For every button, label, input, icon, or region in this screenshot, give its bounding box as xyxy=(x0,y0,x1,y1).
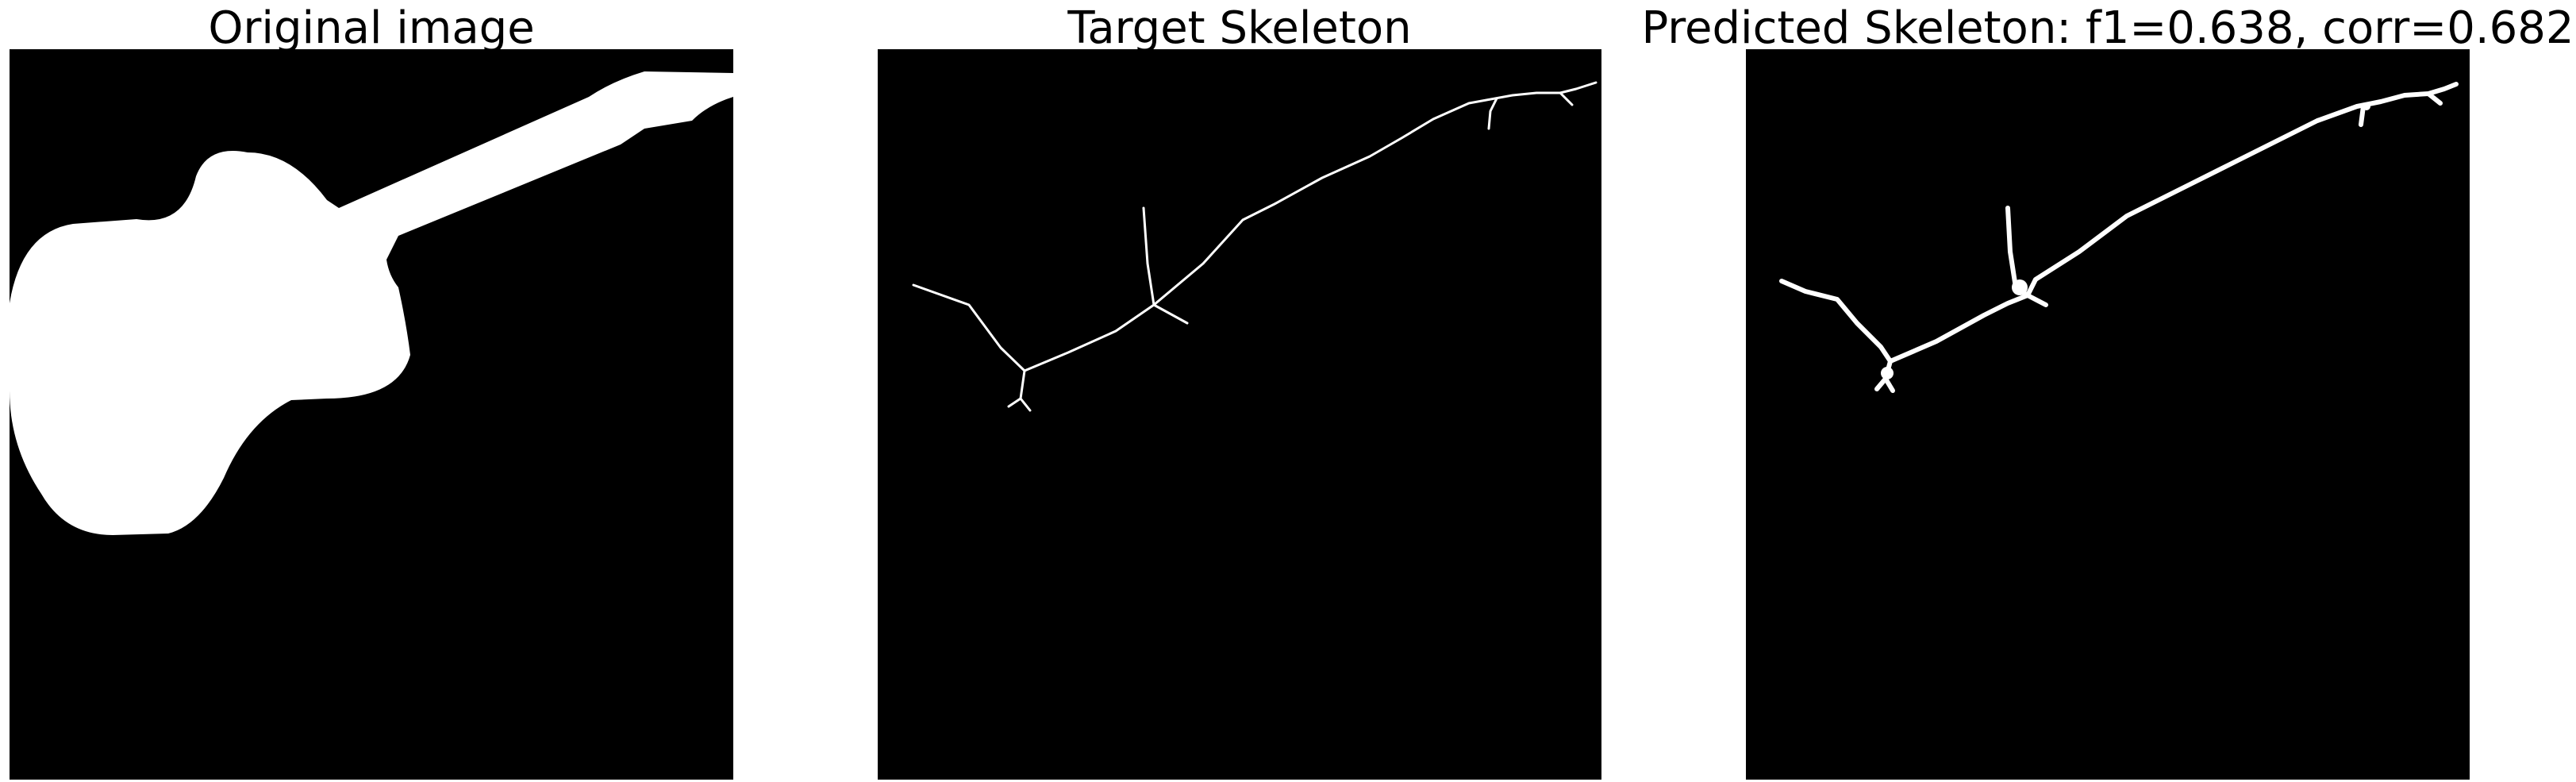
predicted-skeleton-panel: Predicted Skeleton: f1=0.638, corr=0.682 xyxy=(1641,6,2574,781)
predicted-skeleton-lines xyxy=(1779,82,2459,393)
target-skeleton-canvas xyxy=(878,49,1601,780)
target-skeleton-panel: Target Skeleton xyxy=(878,6,1601,781)
original-image-title: Original image xyxy=(208,2,535,54)
target-skeleton-title: Target Skeleton xyxy=(1067,2,1412,54)
original-image-panel: Original image xyxy=(10,6,733,781)
target-skeleton-lines xyxy=(912,81,1598,412)
predicted-blobs xyxy=(1881,102,2370,379)
predicted-skeleton-title: Predicted Skeleton: f1=0.638, corr=0.682 xyxy=(1641,2,2574,54)
original-image-canvas xyxy=(10,49,733,780)
guitar-silhouette xyxy=(10,71,733,535)
predicted-skeleton-canvas xyxy=(1746,49,2470,780)
